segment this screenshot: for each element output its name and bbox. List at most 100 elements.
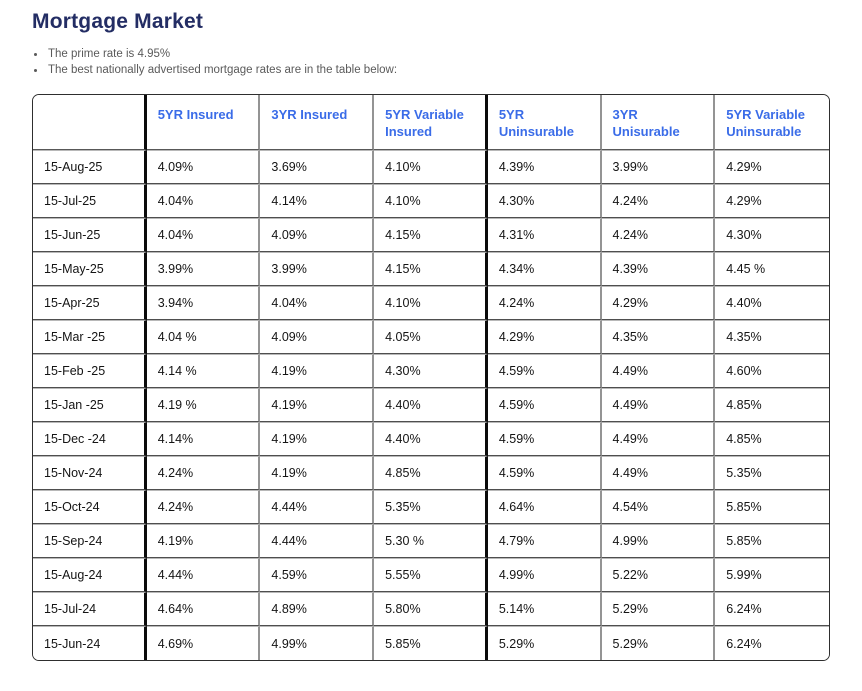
row-date: 15-Jan -25 [33,388,147,422]
rate-cell: 4.44% [260,524,375,558]
rate-cell: 5.14% [487,592,602,626]
table-row: 15-Apr-25 3.94% 4.04% 4.10% 4.24% 4.29% 4.40% [33,286,829,320]
rate-cell: 4.40% [374,422,488,456]
rate-cell: 4.29% [715,150,829,184]
rate-cell: 4.24% [601,184,716,218]
rate-cell: 4.09% [260,320,375,354]
rate-cell: 4.40% [715,286,829,320]
rate-cell: 5.29% [601,592,716,626]
rate-cell: 4.24% [487,286,602,320]
rate-cell: 3.99% [260,252,375,286]
column-header: 5YR Variable Uninsurable [715,95,829,150]
rate-cell: 4.19 % [146,388,261,422]
rate-cell: 4.49% [601,354,716,388]
rate-cell: 5.29% [487,626,602,660]
row-date: 15-Apr-25 [33,286,147,320]
table-row: 15-Jun-24 4.69% 4.99% 5.85% 5.29% 5.29% 6.24% [33,626,829,660]
row-date: 15-Aug-24 [33,558,147,592]
rate-cell: 4.04% [260,286,375,320]
table-row: 15-Jun-25 4.04% 4.09% 4.15% 4.31% 4.24% 4.30% [33,218,829,252]
rate-cell: 5.35% [715,456,829,490]
rate-cell: 4.54% [601,490,716,524]
rate-cell: 5.22% [601,558,716,592]
column-header: 5YR Insured [146,95,261,150]
rate-cell: 4.04% [146,184,261,218]
rate-cell: 4.79% [487,524,602,558]
rate-cell: 4.85% [715,388,829,422]
rate-cell: 4.24% [601,218,716,252]
rates-table-container: 5YR Insured 3YR Insured 5YR Variable Insur… [32,94,830,661]
rate-cell: 4.35% [715,320,829,354]
rate-cell: 4.99% [601,524,716,558]
rate-cell: 5.29% [601,626,716,660]
rates-table: 5YR Insured 3YR Insured 5YR Variable Insur… [33,95,829,660]
row-date: 15-Jul-25 [33,184,147,218]
rate-cell: 4.09% [260,218,375,252]
table-row: 15-Nov-24 4.24% 4.19% 4.85% 4.59% 4.49% 5.35% [33,456,829,490]
row-date: 15-Jun-25 [33,218,147,252]
table-row: 15-Dec -24 4.14% 4.19% 4.40% 4.59% 4.49% 4.85% [33,422,829,456]
rate-cell: 5.35% [374,490,488,524]
rate-cell: 4.10% [374,286,488,320]
rate-cell: 5.55% [374,558,488,592]
table-head: 5YR Insured 3YR Insured 5YR Variable Insur… [33,95,829,150]
bullet-list: The prime rate is 4.95% The best nationa… [46,46,830,78]
rate-cell: 4.09% [146,150,261,184]
rate-cell: 4.40% [374,388,488,422]
rate-cell: 5.85% [715,524,829,558]
bullet-table-intro: The best nationally advertised mortgage … [46,62,830,78]
rate-cell: 4.44% [146,558,261,592]
rate-cell: 4.19% [260,456,375,490]
page-title: Mortgage Market [32,10,204,33]
rate-cell: 4.60% [715,354,829,388]
rate-cell: 4.04 % [146,320,261,354]
date-column-header [33,95,147,150]
row-date: 15-Jul-24 [33,592,147,626]
table-row: 15-Sep-24 4.19% 4.44% 5.30 % 4.79% 4.99% 5.85% [33,524,829,558]
header-row: 5YR Insured 3YR Insured 5YR Variable Insur… [33,95,829,150]
row-date: 15-Feb -25 [33,354,147,388]
table-row: 15-Feb -25 4.14 % 4.19% 4.30% 4.59% 4.49% 4.60… [33,354,829,388]
rate-cell: 4.29% [601,286,716,320]
rate-cell: 5.80% [374,592,488,626]
rate-cell: 6.24% [715,626,829,660]
rate-cell: 4.19% [146,524,261,558]
rate-cell: 4.39% [601,252,716,286]
rate-cell: 4.85% [715,422,829,456]
rate-cell: 4.30% [374,354,488,388]
rate-cell: 4.99% [487,558,602,592]
rate-cell: 4.19% [260,422,375,456]
rate-cell: 4.14% [260,184,375,218]
rate-cell: 4.19% [260,388,375,422]
table-body: 15-Aug-25 4.09% 3.69% 4.10% 4.39% 3.99% 4.29% 1… [33,150,829,660]
rate-cell: 4.24% [146,456,261,490]
rate-cell: 4.15% [374,252,488,286]
rate-cell: 4.10% [374,150,488,184]
rate-cell: 4.04% [146,218,261,252]
rate-cell: 4.49% [601,388,716,422]
rate-cell: 4.45 % [715,252,829,286]
table-row: 15-Jan -25 4.19 % 4.19% 4.40% 4.59% 4.49% 4.85… [33,388,829,422]
rate-cell: 4.49% [601,456,716,490]
rate-cell: 3.99% [146,252,261,286]
rate-cell: 4.59% [260,558,375,592]
rate-cell: 4.99% [260,626,375,660]
table-row: 15-Jul-25 4.04% 4.14% 4.10% 4.30% 4.24% 4.29% [33,184,829,218]
rate-cell: 4.14% [146,422,261,456]
row-date: 15-May-25 [33,252,147,286]
rate-cell: 4.59% [487,422,602,456]
rate-cell: 4.15% [374,218,488,252]
column-header: 5YR Variable Insured [374,95,488,150]
rate-cell: 4.64% [487,490,602,524]
rate-cell: 4.59% [487,388,602,422]
rate-cell: 3.99% [601,150,716,184]
rate-cell: 4.14 % [146,354,261,388]
table-row: 15-Aug-25 4.09% 3.69% 4.10% 4.39% 3.99% 4.29% [33,150,829,184]
bullet-prime-rate: The prime rate is 4.95% [46,46,830,62]
rate-cell: 3.69% [260,150,375,184]
table-row: 15-Jul-24 4.64% 4.89% 5.80% 5.14% 5.29% 6.24% [33,592,829,626]
rate-cell: 4.19% [260,354,375,388]
rate-cell: 4.29% [487,320,602,354]
row-date: 15-Jun-24 [33,626,147,660]
column-header: 5YR Uninsurable [487,95,602,150]
